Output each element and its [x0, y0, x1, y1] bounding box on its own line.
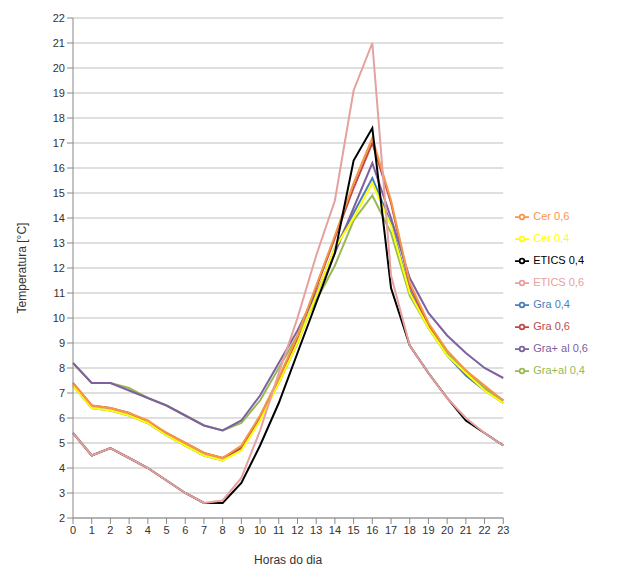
html-text:Gra+ al 0,6: Gra+ al 0,6 — [533, 342, 588, 354]
svg-text:15: 15 — [53, 187, 65, 199]
svg-text:17: 17 — [385, 524, 397, 536]
svg-text:11: 11 — [54, 287, 65, 299]
svg-text:18: 18 — [404, 524, 416, 536]
svg-text:4: 4 — [59, 462, 65, 474]
svg-text:8: 8 — [220, 524, 226, 536]
svg-text:9: 9 — [238, 524, 244, 536]
svg-text:12: 12 — [53, 262, 65, 274]
svg-text:13: 13 — [310, 524, 322, 536]
svg-text:4: 4 — [145, 524, 151, 536]
html-text:Cer 0,6: Cer 0,6 — [533, 210, 570, 222]
html-text:Gra 0,6: Gra 0,6 — [533, 320, 570, 332]
svg-text:Horas do dia: Horas do dia — [254, 553, 322, 567]
svg-text:22: 22 — [53, 12, 65, 24]
svg-text:21: 21 — [460, 524, 472, 536]
svg-text:14: 14 — [53, 212, 65, 224]
svg-text:7: 7 — [201, 524, 207, 536]
svg-text:1: 1 — [89, 524, 95, 536]
svg-text:9: 9 — [59, 337, 65, 349]
svg-text:16: 16 — [366, 524, 378, 536]
svg-text:5: 5 — [59, 437, 65, 449]
svg-text:18: 18 — [53, 112, 65, 124]
svg-text:21: 21 — [53, 37, 65, 49]
html-text:Cer 0,4: Cer 0,4 — [533, 232, 570, 244]
svg-text:17: 17 — [53, 137, 65, 149]
svg-text:20: 20 — [441, 524, 453, 536]
svg-text:3: 3 — [126, 524, 132, 536]
html-text:Gra+al 0,4: Gra+al 0,4 — [533, 364, 585, 376]
svg-text:0: 0 — [70, 524, 76, 536]
svg-text:23: 23 — [497, 524, 509, 536]
svg-text:12: 12 — [291, 524, 303, 536]
svg-text:22: 22 — [478, 524, 490, 536]
svg-text:14: 14 — [329, 524, 341, 536]
svg-text:6: 6 — [59, 412, 65, 424]
svg-text:16: 16 — [53, 162, 65, 174]
svg-text:15: 15 — [347, 524, 359, 536]
html-text:ETICS 0,4: ETICS 0,4 — [533, 254, 584, 266]
html-text:ETICS 0,6: ETICS 0,6 — [533, 276, 584, 288]
svg-text:11: 11 — [273, 524, 284, 536]
svg-text:20: 20 — [53, 62, 65, 74]
svg-text:10: 10 — [254, 524, 266, 536]
svg-text:19: 19 — [422, 524, 434, 536]
svg-text:Temperatura [°C]: Temperatura [°C] — [15, 223, 29, 314]
svg-text:6: 6 — [182, 524, 188, 536]
svg-text:3: 3 — [59, 487, 65, 499]
svg-text:5: 5 — [163, 524, 169, 536]
svg-text:19: 19 — [53, 87, 65, 99]
svg-text:2: 2 — [107, 524, 113, 536]
svg-text:13: 13 — [53, 237, 65, 249]
svg-text:10: 10 — [53, 312, 65, 324]
svg-text:2: 2 — [59, 512, 65, 524]
svg-text:7: 7 — [59, 387, 65, 399]
html-text:Gra 0,4: Gra 0,4 — [533, 298, 570, 310]
svg-text:8: 8 — [59, 362, 65, 374]
